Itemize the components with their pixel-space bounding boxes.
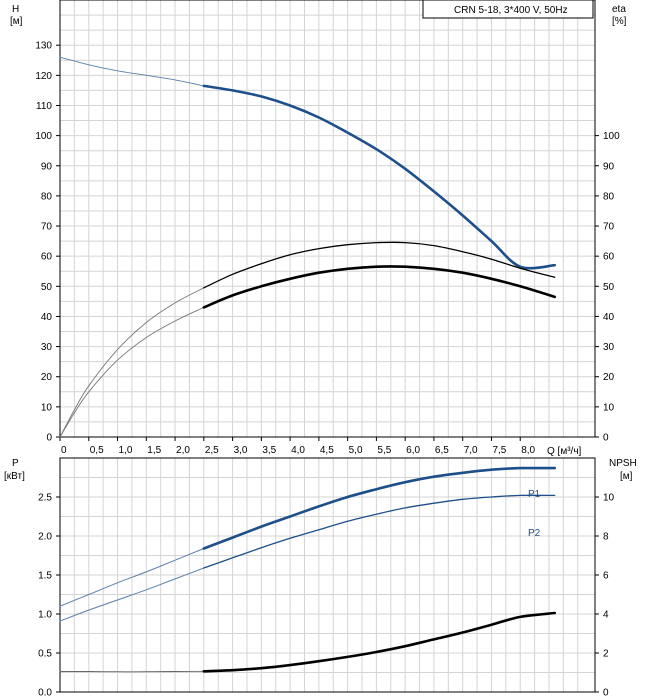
y-tick-label-h: 70 (41, 222, 53, 233)
y-tick-label-npsh: 8 (603, 532, 609, 543)
curve-p1-thin (59, 548, 205, 607)
y-tick-label-eta: 60 (603, 252, 615, 263)
x-tick-label-q: 2,0 (176, 445, 190, 456)
y-tick-label-npsh: 2 (603, 649, 609, 660)
y-tick-label-eta: 50 (603, 282, 615, 293)
x-tick-label-q: 8,0 (521, 445, 535, 456)
y-tick-label-eta: 80 (603, 191, 615, 202)
series-label-p2: P2 (528, 528, 541, 539)
curve-p1-thick (202, 466, 556, 550)
x-tick-label-q: 5,0 (349, 445, 363, 456)
series-label-p1: P1 (528, 489, 541, 500)
x-tick-label-q: 0 (61, 445, 67, 456)
y-tick-label-npsh: 6 (603, 571, 609, 582)
y-axis-unit-eta: [%] (612, 16, 627, 27)
y-axis-title-eta: eta (612, 4, 626, 15)
y-tick-label-h: 90 (41, 161, 53, 172)
curve-p2-thin (59, 567, 205, 622)
curves (59, 56, 556, 673)
x-tick-label-q: 4,5 (320, 445, 334, 456)
y-tick-label-h: 80 (41, 191, 53, 202)
y-tick-label-p: 1.0 (38, 610, 52, 621)
y-tick-label-p: 2.0 (38, 532, 52, 543)
y-tick-label-h: 30 (41, 342, 53, 353)
axes: 0102030405060708090100110120130010203040… (35, 41, 620, 699)
y-tick-label-npsh: 0 (603, 688, 609, 699)
top-chart-grid (60, 0, 595, 437)
y-tick-label-npsh: 4 (603, 610, 609, 621)
x-tick-label-q: 7,0 (464, 445, 478, 456)
y-tick-label-npsh: 10 (603, 493, 615, 504)
y-tick-label-p: 2.5 (38, 493, 52, 504)
y-axis-title-h: H (12, 4, 19, 15)
y-tick-label-h: 0 (46, 433, 52, 444)
curve-eta-thin (59, 287, 205, 438)
y-tick-label-h: 100 (35, 131, 52, 142)
x-tick-label-q: 6,5 (435, 445, 449, 456)
y-tick-label-eta: 20 (603, 372, 615, 383)
y-tick-label-p: 0.5 (38, 649, 52, 660)
legend-box (422, 0, 594, 19)
y-tick-label-eta: 90 (603, 161, 615, 172)
y-tick-label-eta: 30 (603, 342, 615, 353)
x-tick-label-q: 5,5 (377, 445, 391, 456)
y-tick-label-eta: 40 (603, 312, 615, 323)
x-tick-label-q: 2,5 (205, 445, 219, 456)
y-axis-title-npsh: NPSH (609, 458, 637, 469)
curve-p2 (203, 494, 556, 569)
curve-npsh-thick (202, 611, 556, 673)
curve-eta2-thin (59, 306, 205, 438)
y-tick-label-h: 40 (41, 312, 53, 323)
top-chart-frame (59, 0, 596, 438)
x-axis-title-q: Q [м³/ч] (547, 446, 582, 457)
y-tick-label-h: 10 (41, 402, 53, 413)
x-tick-label-q: 4,0 (291, 445, 305, 456)
x-tick-label-q: 3,5 (262, 445, 276, 456)
y-tick-label-h: 50 (41, 282, 53, 293)
y-tick-label-p: 1.5 (38, 571, 52, 582)
curve-eta2-thick (202, 265, 556, 309)
legend-label: CRN 5-18, 3*400 V, 50Hz (454, 5, 568, 16)
bottom-chart-grid (60, 458, 595, 692)
curve-eta-thick (203, 241, 556, 289)
curve-h-thin (59, 56, 205, 87)
curve-h-thick (202, 84, 556, 270)
x-tick-label-q: 7,5 (492, 445, 506, 456)
x-tick-label-q: 1,5 (147, 445, 161, 456)
y-tick-label-h: 60 (41, 252, 53, 263)
y-tick-label-eta: 70 (603, 222, 615, 233)
y-axis-unit-h: [м] (10, 16, 23, 27)
x-tick-label-q: 1,0 (119, 445, 133, 456)
y-tick-label-h: 130 (35, 41, 52, 52)
y-tick-label-eta: 0 (603, 433, 609, 444)
x-tick-label-q: 0,5 (90, 445, 104, 456)
y-tick-label-eta: 100 (603, 131, 620, 142)
y-axis-unit-npsh: [м] (620, 471, 633, 482)
x-tick-label-q: 6,0 (406, 445, 420, 456)
y-tick-label-h: 20 (41, 372, 53, 383)
y-tick-label-p: 0.0 (38, 688, 52, 699)
y-tick-label-h: 110 (36, 101, 52, 112)
y-axis-unit-p: [кВт] (4, 471, 25, 482)
y-tick-label-h: 120 (35, 71, 52, 82)
y-tick-label-eta: 10 (603, 402, 615, 413)
x-tick-label-q: 3,0 (234, 445, 248, 456)
y-axis-title-p: P (12, 458, 19, 469)
